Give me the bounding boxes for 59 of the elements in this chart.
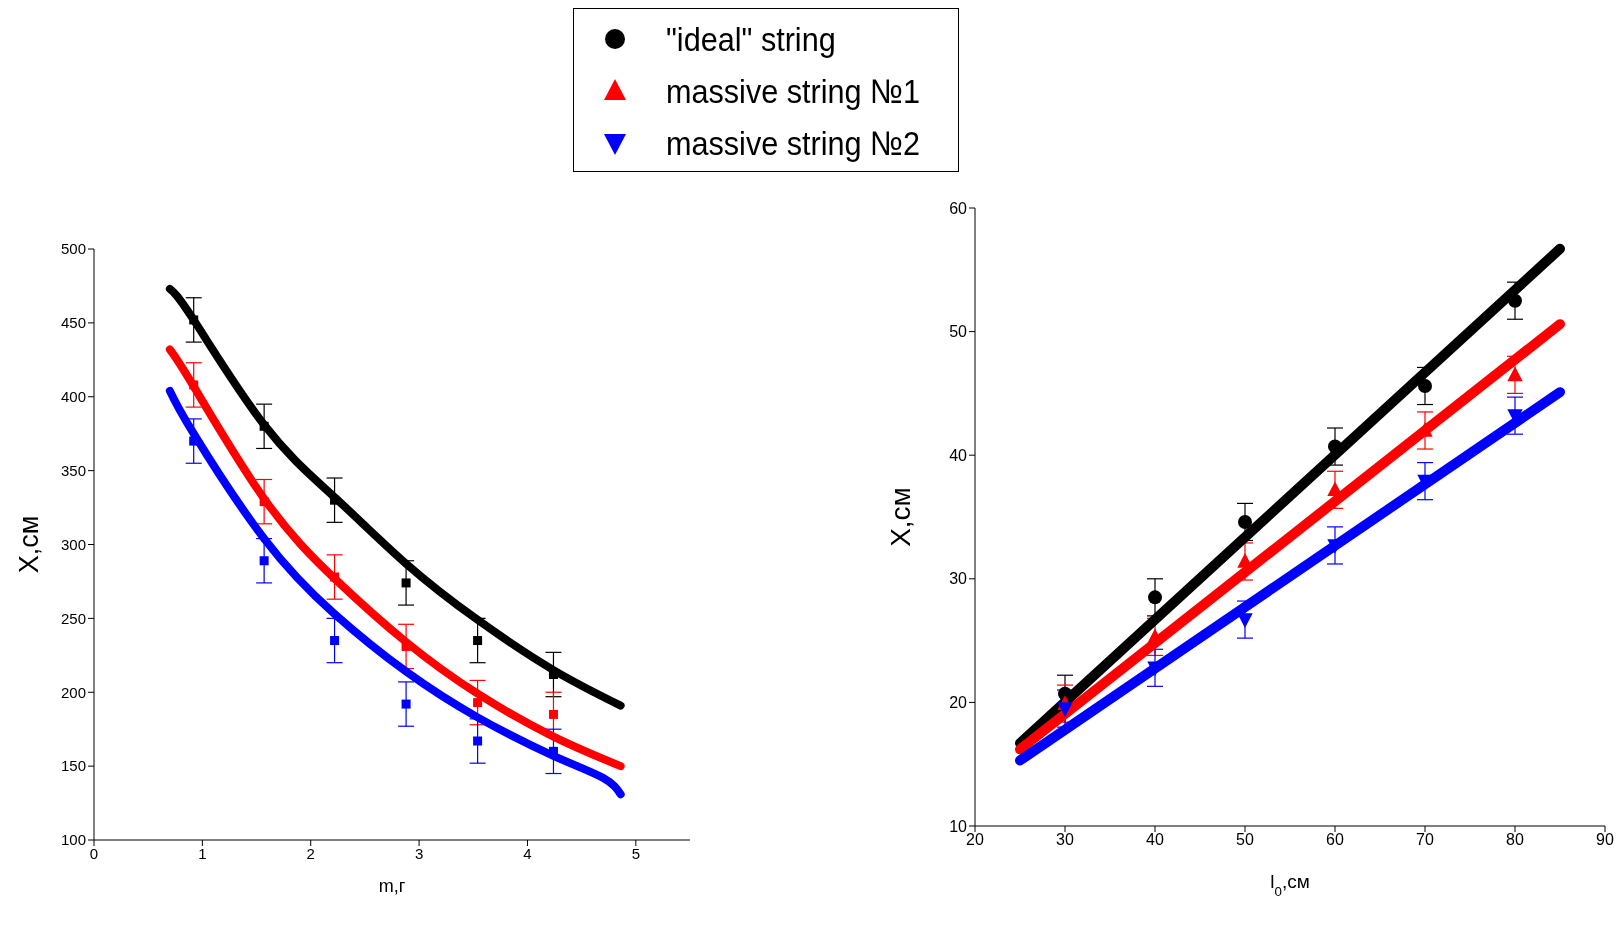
- y-tick-label: 150: [60, 757, 86, 775]
- legend-label: "ideal" string: [666, 19, 836, 59]
- y-tick-label: 400: [60, 388, 86, 406]
- x-axis-title: l$_{0}$,см: [1270, 871, 1310, 899]
- y-tick-label: 30: [949, 570, 968, 588]
- y-tick-label: 250: [60, 609, 86, 627]
- x-tick-label: 0: [89, 844, 99, 862]
- x-tick-label: 20: [966, 831, 984, 849]
- x-tick-label: 40: [1146, 831, 1164, 849]
- x-tick-label: 70: [1416, 831, 1434, 849]
- point: [1328, 439, 1342, 454]
- y-tick-label: 10: [949, 817, 968, 835]
- point: [1237, 613, 1253, 628]
- y-tick-label: 50: [949, 323, 968, 341]
- y-tick-label: 100: [60, 831, 86, 849]
- x-axis-title: m,г: [378, 876, 406, 896]
- y-tick-label: 450: [60, 314, 86, 332]
- point: [401, 578, 411, 588]
- point: [330, 495, 340, 505]
- x-tick-label: 3: [414, 844, 424, 862]
- x-tick-label: 5: [631, 844, 640, 862]
- y-tick-label: 500: [60, 240, 86, 258]
- point: [189, 380, 199, 390]
- point: [1238, 514, 1252, 529]
- x-tick-label: 80: [1506, 831, 1524, 849]
- point: [473, 698, 483, 708]
- x-tick-label: 50: [1236, 831, 1254, 849]
- x-tick-label: 1: [198, 844, 207, 862]
- point: [1418, 378, 1432, 393]
- point: [330, 572, 340, 582]
- point: [259, 497, 269, 507]
- y-axis-title: X,см: [14, 515, 44, 574]
- y-tick-label: 300: [60, 535, 86, 553]
- y-tick-label: 20: [949, 694, 968, 712]
- point: [259, 556, 269, 566]
- point: [473, 636, 483, 646]
- x-tick-label: 4: [523, 844, 532, 862]
- point: [189, 315, 199, 325]
- point: [1057, 702, 1073, 717]
- legend-label: massive string №1: [666, 71, 920, 111]
- x-tick-label: 30: [1056, 831, 1074, 849]
- y-tick-label: 60: [949, 199, 968, 217]
- x-tick-label: 90: [1596, 831, 1614, 849]
- y-axis-title: X,см: [885, 487, 916, 547]
- y-tick-label: 40: [949, 446, 968, 464]
- point: [473, 736, 483, 746]
- point: [401, 699, 411, 709]
- point: [548, 709, 558, 719]
- point: [330, 636, 340, 646]
- point: [1507, 366, 1523, 382]
- legend-label: massive string №2: [666, 123, 920, 163]
- x-tick-label: 60: [1326, 831, 1344, 849]
- point: [1508, 293, 1522, 308]
- y-tick-label: 350: [60, 461, 86, 479]
- x-tick-label: 2: [306, 844, 315, 862]
- y-tick-label: 200: [60, 683, 86, 701]
- point: [259, 421, 269, 431]
- point: [1147, 628, 1163, 644]
- point: [1148, 590, 1162, 605]
